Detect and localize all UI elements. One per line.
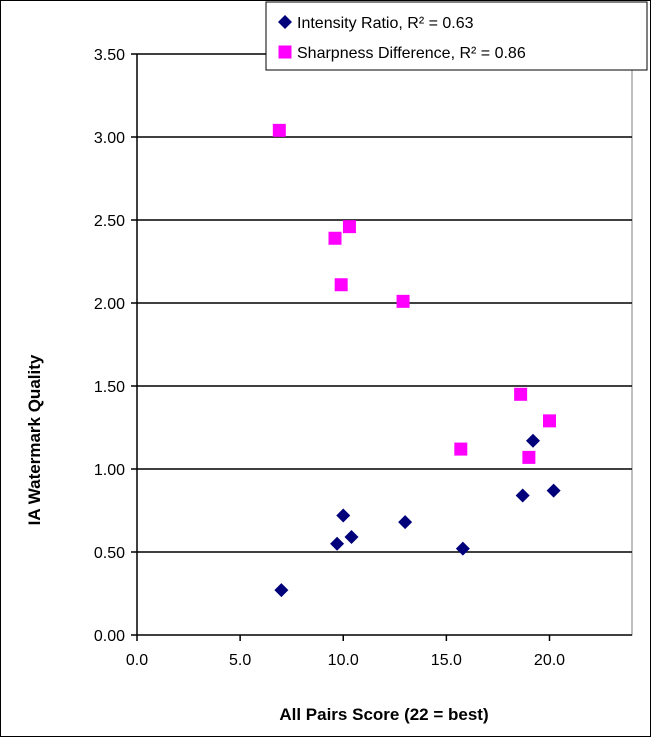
x-axis-ticks: 0.0 5.0 10.0 15.0 20.0 — [126, 635, 565, 669]
legend-box — [265, 1, 648, 71]
y-axis-label: IA Watermark Quality — [25, 354, 44, 525]
legend: Intensity Ratio, R² = 0.63 Sharpness Diff… — [265, 1, 648, 71]
y-tick-label: 1.50 — [94, 379, 125, 396]
legend-label: Sharpness Difference, R² = 0.86 — [297, 45, 526, 62]
x-axis-label: All Pairs Score (22 = best) — [279, 705, 488, 724]
sharpness-difference-point — [543, 414, 556, 428]
intensity-ratio-point — [344, 530, 359, 545]
x-tick-label: 5.0 — [229, 652, 251, 669]
intensity-ratio-point — [330, 536, 345, 551]
sharpness-difference-point — [342, 220, 356, 234]
sharpness-difference-point — [334, 278, 348, 292]
intensity-ratio-point — [274, 583, 289, 598]
series-sharpness-difference — [272, 123, 556, 464]
intensity-ratio-point — [398, 515, 413, 530]
sharpness-difference-point — [454, 442, 468, 456]
intensity-ratio-point — [526, 433, 540, 448]
x-tick-label: 10.0 — [328, 652, 359, 669]
y-tick-label: 3.50 — [94, 47, 125, 64]
sharpness-difference-point — [328, 231, 342, 245]
y-tick-label: 2.50 — [94, 213, 125, 230]
intensity-ratio-point — [336, 508, 351, 523]
x-tick-label: 20.0 — [534, 652, 565, 669]
sharpness-difference-point — [396, 294, 410, 308]
series-intensity-ratio — [274, 433, 561, 598]
plot-area — [136, 53, 633, 636]
y-tick-label: 1.00 — [94, 462, 125, 479]
intensity-ratio-point — [546, 483, 561, 498]
legend-label: Intensity Ratio, R² = 0.63 — [297, 15, 474, 32]
data-points — [272, 123, 561, 598]
y-tick-label: 0.50 — [94, 545, 125, 562]
y-tick-label: 3.00 — [94, 130, 125, 147]
y-axis-ticks: 0.00 0.50 1.00 1.50 2.00 2.50 3.00 3.50 — [94, 47, 137, 645]
intensity-ratio-point — [515, 488, 530, 503]
y-tick-label: 2.00 — [94, 296, 125, 313]
legend-marker — [278, 15, 292, 29]
sharpness-difference-point — [514, 387, 528, 401]
sharpness-difference-point — [522, 450, 536, 464]
x-tick-label: 0.0 — [126, 652, 148, 669]
plot-background — [136, 53, 633, 636]
gridlines — [137, 53, 632, 553]
intensity-ratio-point — [455, 541, 470, 556]
y-tick-label: 0.00 — [94, 628, 125, 645]
sharpness-difference-point — [272, 123, 286, 137]
legend-marker — [278, 45, 292, 59]
x-tick-label: 15.0 — [431, 652, 462, 669]
